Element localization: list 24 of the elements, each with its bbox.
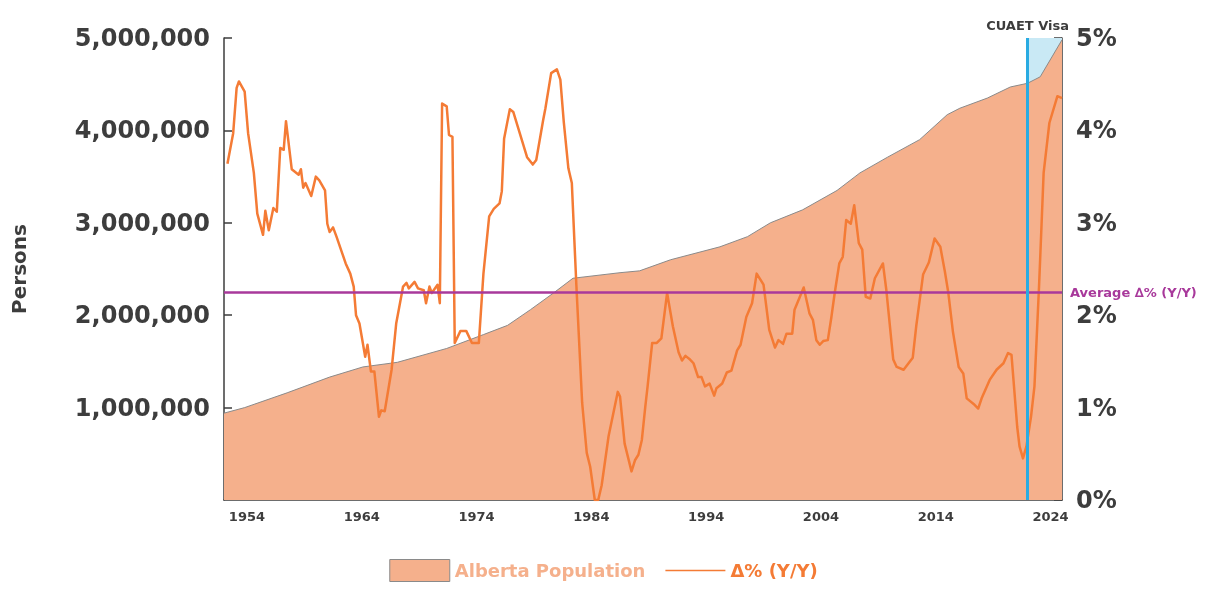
legend-label: Δ% (Y/Y) [730,560,818,581]
x-tick-label: 1984 [573,509,610,524]
x-tick-label: 2014 [917,509,954,524]
x-tick-label: 1994 [688,509,725,524]
x-tick-label: 1974 [458,509,495,524]
x-tick-label: 1964 [343,509,380,524]
y-tick-label: 4,000,000 [74,116,210,145]
y2-tick-label: 4% [1076,116,1117,145]
y-tick-label: 3,000,000 [74,208,210,237]
y-tick-label: 5,000,000 [74,24,210,52]
legend-label: Alberta Population [454,560,646,581]
ref-line-label: CUAET Visa [986,18,1069,33]
y2-tick-label: 2% [1076,301,1117,330]
x-tick-label: 2004 [802,509,840,524]
y2-tick-label: 3% [1076,208,1117,237]
y2-tick-label: 5% [1076,24,1117,52]
x-tick-label: 1954 [228,509,266,524]
x-tick-label: 2024 [1032,509,1069,524]
y-tick-label: 2,000,000 [74,301,210,330]
y2-tick-label: 1% [1076,393,1117,422]
y-axis-title: Persons [7,224,31,314]
y2-tick-label: 0% [1076,486,1117,514]
ref-line-label: Average ∆% (Y/Y) [1070,284,1197,300]
y-tick-label: 1,000,000 [74,393,210,422]
